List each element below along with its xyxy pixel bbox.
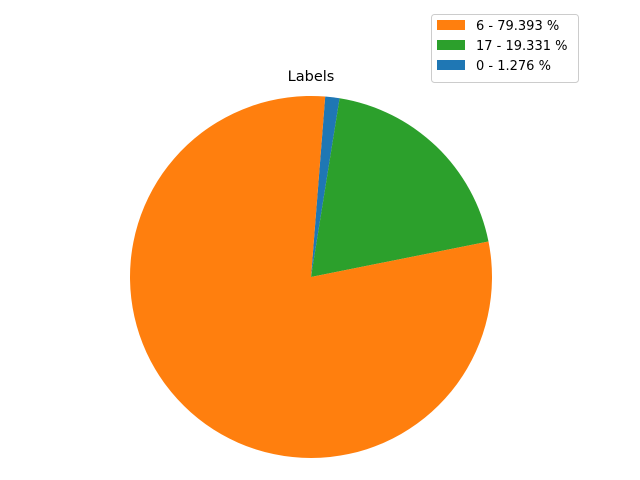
- pie-slice-6: [130, 95, 492, 459]
- legend-swatch-0: [437, 60, 465, 70]
- pie-slices: [130, 95, 492, 459]
- pie-slice-0: [311, 96, 340, 278]
- legend: 6 - 79.393 % 17 - 19.331 % 0 - 1.276 %: [431, 14, 579, 83]
- legend-swatch-6: [437, 20, 465, 30]
- legend-label-0: 0 - 1.276 %: [476, 59, 551, 74]
- legend-label-6: 6 - 79.393 %: [476, 19, 559, 34]
- legend-frame: [431, 14, 579, 83]
- chart-title: Labels: [288, 69, 335, 85]
- legend-swatch-17: [437, 40, 465, 50]
- pie-slice-17: [311, 98, 489, 277]
- legend-label-17: 17 - 19.331 %: [476, 39, 567, 54]
